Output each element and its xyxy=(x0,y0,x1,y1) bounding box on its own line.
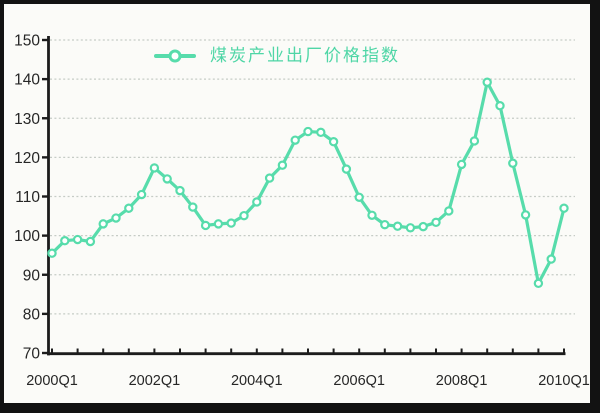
legend-marker-icon xyxy=(168,49,182,63)
data-point-marker xyxy=(124,203,134,213)
data-point-marker xyxy=(226,218,236,228)
legend-label: 煤炭产业出厂价格指数 xyxy=(210,46,400,65)
data-point-marker xyxy=(290,135,300,145)
data-point-marker xyxy=(303,126,313,137)
data-point-marker xyxy=(239,210,249,221)
data-point-marker xyxy=(341,164,352,174)
data-point-marker xyxy=(149,163,160,173)
data-point-marker xyxy=(533,278,544,289)
data-point-marker xyxy=(367,210,377,220)
legend-line-sample xyxy=(154,49,196,63)
data-point-marker xyxy=(277,160,288,170)
data-point-marker xyxy=(200,220,211,231)
data-point-marker xyxy=(72,234,83,245)
data-point-marker xyxy=(316,127,326,138)
data-point-marker xyxy=(392,221,403,231)
price-index-line-chart: 70 80 90 100 110 120 130 140 150 2000Q1 2002Q1 2004… xyxy=(14,33,590,390)
data-point-marker xyxy=(559,203,569,213)
y-axis-label: 140 xyxy=(14,72,40,89)
data-point-marker xyxy=(175,185,185,196)
data-point-marker xyxy=(188,202,198,212)
data-point-marker xyxy=(546,254,556,264)
data-point-marker xyxy=(495,101,505,111)
y-axis-label: 90 xyxy=(23,267,41,284)
legend: 煤炭产业出厂价格指数 xyxy=(154,47,400,65)
data-point-marker xyxy=(136,189,147,200)
y-axis-label: 120 xyxy=(14,150,40,167)
data-point-marker xyxy=(520,210,531,220)
x-axis-label: 2004Q1 xyxy=(231,373,283,389)
y-axis-label: 70 xyxy=(23,346,41,363)
data-point-marker xyxy=(354,192,364,202)
y-axis-label: 110 xyxy=(15,189,40,206)
x-axis-label: 2006Q1 xyxy=(333,373,385,389)
data-point-marker xyxy=(47,248,57,258)
data-point-marker xyxy=(111,213,121,223)
data-point-marker xyxy=(482,77,492,87)
data-point-marker xyxy=(418,221,428,232)
data-point-marker xyxy=(252,197,262,207)
data-point-marker xyxy=(98,219,108,229)
data-point-marker xyxy=(508,158,518,168)
data-point-marker xyxy=(162,174,172,184)
data-point-marker xyxy=(456,159,467,170)
x-axis-label: 2008Q1 xyxy=(436,373,488,389)
data-point-marker xyxy=(85,236,96,247)
data-point-marker xyxy=(264,173,275,183)
data-point-marker xyxy=(405,223,416,233)
data-point-marker xyxy=(213,219,224,229)
x-axis-label: 2000Q1 xyxy=(26,373,78,389)
y-axis-label: 130 xyxy=(14,111,40,128)
data-point-marker xyxy=(328,137,339,147)
x-axis-label: 2002Q1 xyxy=(129,373,181,389)
data-point-marker xyxy=(469,136,480,146)
data-point-marker xyxy=(60,236,70,246)
data-point-marker xyxy=(380,219,390,230)
y-axis-label: 80 xyxy=(23,306,41,323)
data-point-marker xyxy=(444,206,454,216)
y-axis-label: 150 xyxy=(14,33,40,50)
data-point-marker xyxy=(431,217,441,228)
y-axis-label: 100 xyxy=(14,228,40,245)
price-index-series-line xyxy=(50,80,566,285)
x-axis-label: 2010Q1 xyxy=(538,373,590,389)
